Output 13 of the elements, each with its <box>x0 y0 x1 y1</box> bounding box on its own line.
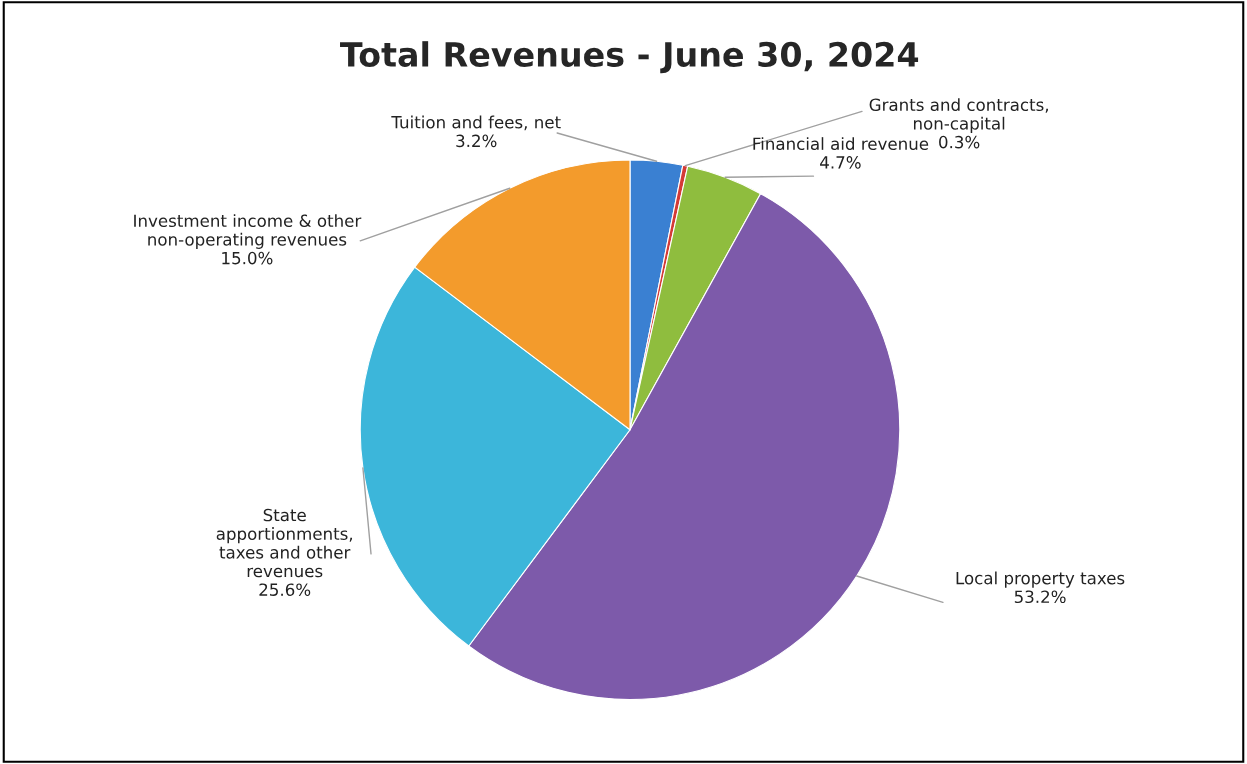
data-label: 53.2% <box>1014 590 1066 604</box>
data-label: 4.7% <box>820 156 861 169</box>
chart-title: Total Revenues - June 30, 2024 <box>340 41 919 74</box>
slice-label: Tuition and fees, net <box>391 115 561 131</box>
data-label: 0.3% <box>939 135 980 149</box>
slice-label: State apportionments, taxes and other revenues <box>216 508 353 578</box>
data-label: 3.2% <box>456 134 497 148</box>
slice-label: Investment income & other non-operating revenues <box>134 214 362 249</box>
data-label: 25.6% <box>259 583 311 596</box>
slice-label: Local property taxes <box>956 571 1125 588</box>
data-label: 15.0% <box>222 251 273 265</box>
slice-label: Grants and contracts, non-capital <box>869 98 1048 133</box>
slice-label: Financial aid revenue <box>753 137 929 151</box>
